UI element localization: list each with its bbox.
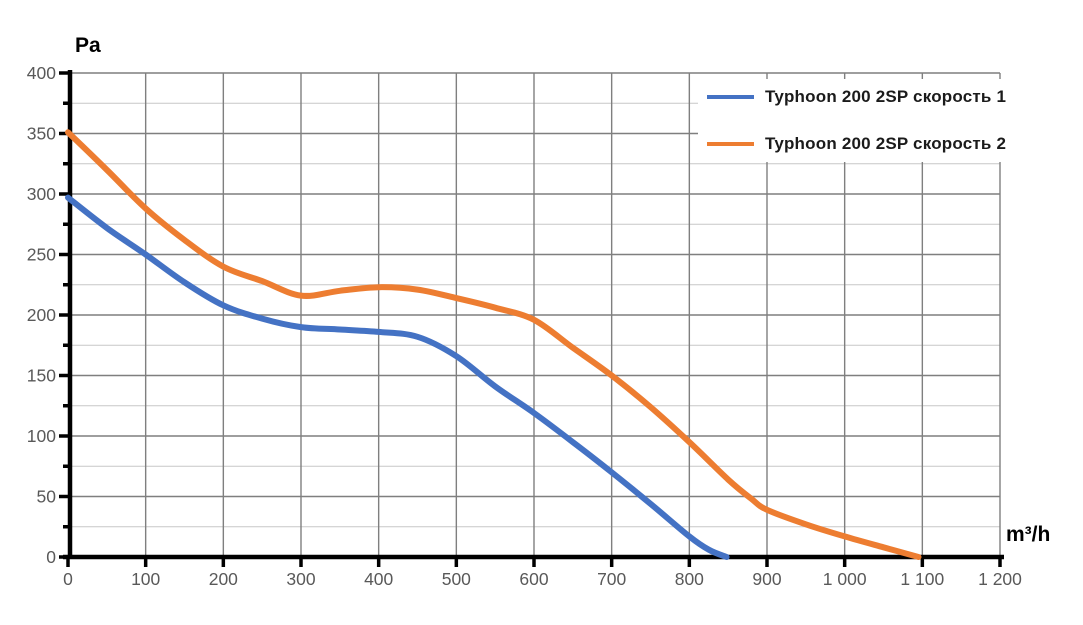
series-line-speed2	[65, 129, 922, 560]
x-axis-unit-label: m³/h	[1006, 523, 1051, 546]
legend-swatch-speed2	[707, 142, 754, 146]
x-tick-label: 700	[597, 569, 626, 589]
x-tick-label: 1 200	[978, 569, 1022, 589]
legend-item-speed2: Typhoon 200 2SP скорость 2	[707, 134, 1007, 154]
y-tick-label: 200	[27, 305, 56, 325]
legend: Typhoon 200 2SP скорость 1 Typhoon 200 2…	[698, 79, 1007, 162]
x-tick-label: 500	[442, 569, 471, 589]
series-line-speed1	[65, 194, 730, 560]
x-tick-label: 900	[752, 569, 781, 589]
x-tick-label: 1 000	[823, 569, 867, 589]
y-tick-label: 0	[46, 547, 56, 567]
legend-label-speed1: Typhoon 200 2SP скорость 1	[765, 87, 1007, 106]
legend-item-speed1: Typhoon 200 2SP скорость 1	[707, 87, 1007, 107]
y-axis-unit-label: Pa	[75, 34, 101, 57]
x-tick-label: 0	[63, 569, 73, 589]
y-tick-label: 100	[27, 426, 56, 446]
x-tick-label: 800	[675, 569, 704, 589]
legend-swatch-speed1	[707, 95, 754, 99]
x-tick-label: 200	[209, 569, 238, 589]
y-tick-label: 400	[27, 63, 56, 83]
x-tick-label: 100	[131, 569, 160, 589]
x-tick-label: 600	[519, 569, 548, 589]
y-tick-label: 250	[27, 245, 56, 265]
y-tick-label: 150	[27, 366, 56, 386]
y-tick-label: 350	[27, 124, 56, 144]
y-tick-label: 50	[37, 487, 57, 507]
y-tick-label: 300	[27, 184, 56, 204]
x-tick-label: 400	[364, 569, 393, 589]
x-tick-label: 1 100	[900, 569, 944, 589]
legend-label-speed2: Typhoon 200 2SP скорость 2	[765, 134, 1007, 153]
x-tick-label: 300	[286, 569, 315, 589]
